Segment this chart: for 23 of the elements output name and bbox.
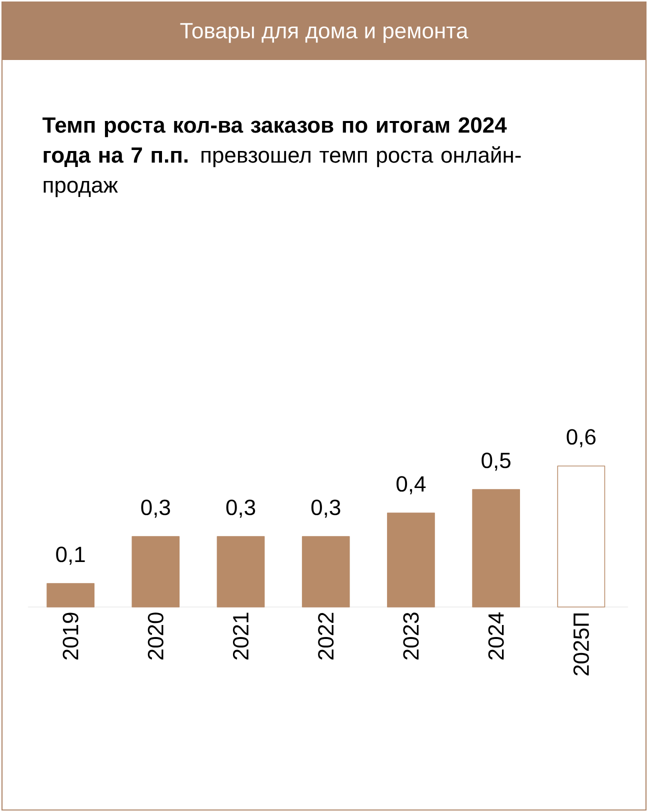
x-tick-label: 2020 [148,612,164,660]
data-label: 0,3 [311,500,340,518]
bar [557,466,606,608]
data-label: 0,6 [566,429,596,448]
x-tick-label: 2025П [573,613,589,676]
text: Темп роста кол-ва заказов по итогам 2024 года на 7 п.п. превзошел темп роста онлайн-продаж [42,117,521,198]
chart-title: Товары для дома и ремонта [180,23,468,43]
data-label: 0,3 [141,500,170,518]
bar [472,489,520,608]
data-label: 0,3 [226,500,256,518]
bar [387,512,435,608]
data-label: 0,4 [396,476,426,494]
x-tick-label: 2019 [62,612,78,660]
data-label: 0,5 [482,452,510,471]
bar [132,536,180,608]
x-tick-label: 2024 [488,612,504,660]
x-tick-label: 2023 [403,612,419,660]
data-label: 0,1 [56,546,85,565]
bar [216,536,265,608]
bar [46,583,94,608]
x-tick-label: 2021 [232,612,249,660]
bar [302,536,350,608]
x-tick-label: 2022 [318,612,334,660]
